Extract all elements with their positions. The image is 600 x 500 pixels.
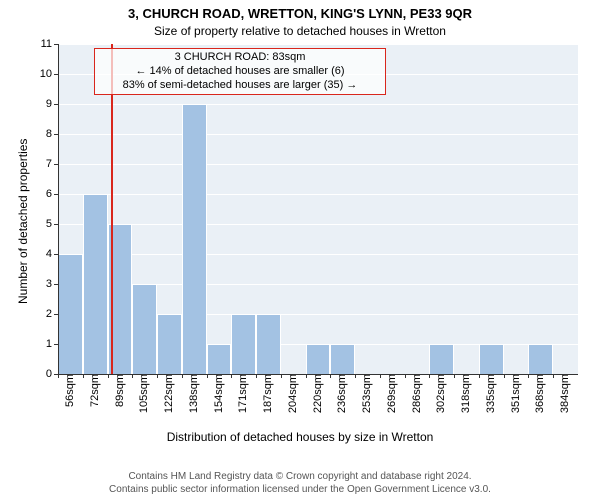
- x-tick-label: 154sqm: [211, 374, 225, 413]
- chart-title-main: 3, CHURCH ROAD, WRETTON, KING'S LYNN, PE…: [0, 6, 600, 21]
- histogram-bar: [330, 344, 355, 374]
- chart-footer: Contains HM Land Registry data © Crown c…: [0, 470, 600, 496]
- grid-line: [58, 134, 578, 135]
- x-tick-label: 302sqm: [433, 374, 447, 413]
- histogram-bar: [306, 344, 331, 374]
- x-tick-label: 105sqm: [136, 374, 150, 413]
- x-axis-label: Distribution of detached houses by size …: [0, 430, 600, 444]
- footer-line: Contains HM Land Registry data © Crown c…: [0, 470, 600, 483]
- histogram-bar: [231, 314, 256, 374]
- annotation-line: 83% of semi-detached houses are larger (…: [99, 79, 381, 93]
- histogram-bar: [256, 314, 281, 374]
- x-tick-label: 72sqm: [87, 374, 101, 407]
- histogram-bar: [83, 194, 108, 374]
- grid-line: [58, 104, 578, 105]
- x-tick-label: 138sqm: [186, 374, 200, 413]
- grid-line: [58, 44, 578, 45]
- x-tick-label: 335sqm: [483, 374, 497, 413]
- x-tick-label: 286sqm: [409, 374, 423, 413]
- x-tick-label: 56sqm: [62, 374, 76, 407]
- x-tick-label: 122sqm: [161, 374, 175, 413]
- annotation-line: 3 CHURCH ROAD: 83sqm: [99, 51, 381, 65]
- x-tick-label: 253sqm: [359, 374, 373, 413]
- chart-title-sub: Size of property relative to detached ho…: [0, 24, 600, 38]
- x-tick-label: 318sqm: [458, 374, 472, 413]
- x-tick-label: 384sqm: [557, 374, 571, 413]
- grid-line: [58, 164, 578, 165]
- histogram-bar: [157, 314, 182, 374]
- x-tick-label: 368sqm: [532, 374, 546, 413]
- histogram-bar: [528, 344, 553, 374]
- y-axis-label: Number of detached properties: [16, 139, 30, 304]
- grid-line: [58, 224, 578, 225]
- histogram-bar: [132, 284, 157, 374]
- x-tick-label: 204sqm: [285, 374, 299, 413]
- annotation-line: ← 14% of detached houses are smaller (6): [99, 65, 381, 79]
- grid-line: [58, 254, 578, 255]
- grid-line: [58, 194, 578, 195]
- x-tick-label: 171sqm: [235, 374, 249, 413]
- footer-line: Contains public sector information licen…: [0, 483, 600, 496]
- x-tick-label: 89sqm: [112, 374, 126, 407]
- histogram-bar: [429, 344, 454, 374]
- x-tick-label: 236sqm: [334, 374, 348, 413]
- x-tick-label: 187sqm: [260, 374, 274, 413]
- histogram-bar: [479, 344, 504, 374]
- histogram-bar: [182, 104, 207, 374]
- x-tick-label: 269sqm: [384, 374, 398, 413]
- x-tick-label: 351sqm: [508, 374, 522, 413]
- annotation-box: 3 CHURCH ROAD: 83sqm← 14% of detached ho…: [94, 48, 386, 95]
- histogram-bar: [207, 344, 232, 374]
- histogram-bar: [58, 254, 83, 374]
- x-tick-label: 220sqm: [310, 374, 324, 413]
